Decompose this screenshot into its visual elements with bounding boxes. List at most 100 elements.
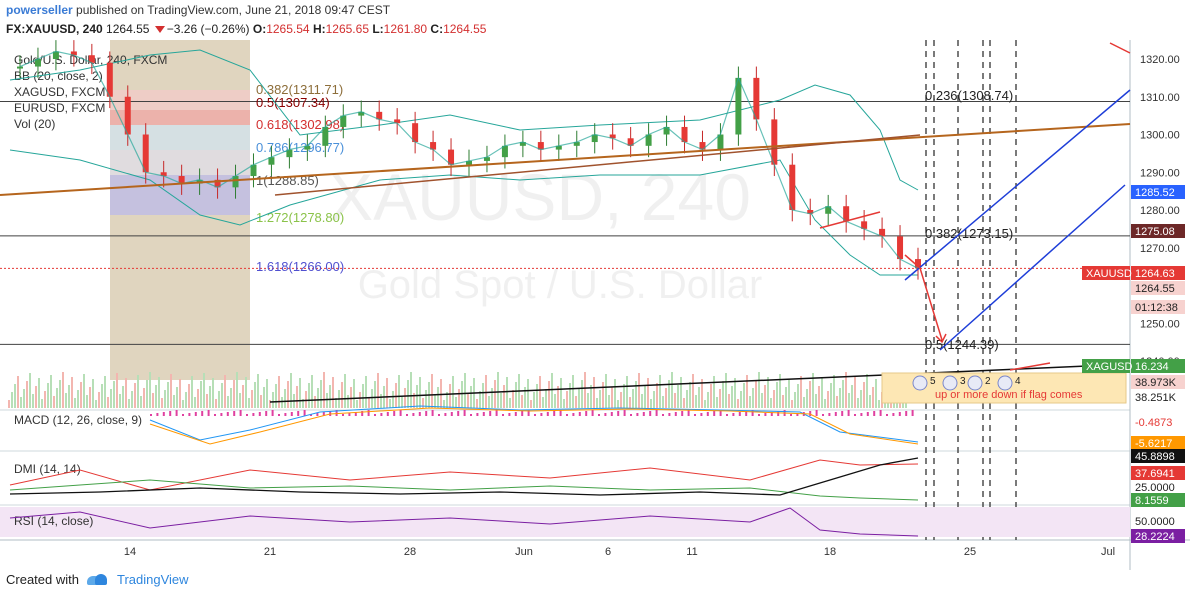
event-flag-icon xyxy=(942,375,958,391)
volume-bar xyxy=(833,375,835,408)
macd-histogram-bar xyxy=(418,412,421,416)
macd-histogram-bar xyxy=(604,413,607,416)
candle-body xyxy=(555,145,562,150)
candle-body xyxy=(843,206,850,222)
volume-bar xyxy=(626,376,628,408)
macd-histogram-bar xyxy=(220,413,223,416)
bollinger-upper xyxy=(9,49,919,191)
macd-histogram-bar xyxy=(316,413,319,416)
macd-histogram-bar xyxy=(514,412,517,416)
trend-line-channel xyxy=(274,134,921,196)
rsi-badge xyxy=(1131,529,1185,543)
candle-body xyxy=(304,145,311,150)
candle-body xyxy=(52,51,59,59)
macd-histogram-bar xyxy=(559,410,562,416)
volume-bar xyxy=(311,375,313,408)
dmi-badge-text: 8.1559 xyxy=(1135,495,1169,507)
volume-bar xyxy=(800,376,802,408)
candle-body xyxy=(286,149,293,158)
price-tick: 1320.00 xyxy=(1140,54,1180,66)
candle-body xyxy=(717,134,724,150)
macd-histogram-bar xyxy=(527,410,530,416)
volume-bar xyxy=(773,390,775,408)
volume-bar xyxy=(314,396,316,408)
volume-bar xyxy=(758,372,760,408)
volume-bar xyxy=(818,386,820,408)
macd-histogram-bar xyxy=(854,414,856,416)
high-value: 1265.65 xyxy=(325,22,369,36)
open-label: O: xyxy=(252,22,267,36)
volume-bar xyxy=(545,389,547,408)
candle-body xyxy=(681,126,688,143)
macd-histogram-bar xyxy=(489,411,492,416)
volume-bar xyxy=(647,378,649,408)
volume-bar xyxy=(500,393,502,408)
macd-histogram-bar xyxy=(726,414,728,416)
volume-bar xyxy=(80,382,82,408)
volume-bar xyxy=(194,397,196,408)
volume-bar xyxy=(755,380,757,408)
candle-body xyxy=(430,142,437,150)
volume-bar xyxy=(413,393,415,408)
macd-histogram-bar xyxy=(322,412,325,416)
time-tick: 6 xyxy=(605,546,611,558)
macd-histogram-bar xyxy=(271,410,274,416)
volume-bar xyxy=(59,380,61,408)
volume-bar xyxy=(437,387,439,408)
volume-bar xyxy=(782,395,784,408)
fib-level-label: 0.5(1307.34) xyxy=(256,95,330,110)
chart-canvas[interactable]: XAUUSD, 240 Gold Spot / U.S. Dollar 0.382(… xyxy=(0,40,1190,570)
macd-histogram-bar xyxy=(495,410,498,416)
volume-bar xyxy=(164,390,166,408)
volume-bar xyxy=(47,383,49,408)
volume-bar xyxy=(836,396,838,408)
rsi-legend: RSI (14, close) xyxy=(14,514,93,528)
volume-bar xyxy=(128,399,130,408)
volume-bar xyxy=(353,379,355,408)
symbol-label: FX:XAUUSD, 240 xyxy=(6,22,103,36)
volume-bar xyxy=(857,398,859,408)
volume-bar xyxy=(50,375,52,408)
candle-body xyxy=(88,55,95,63)
volume-bar xyxy=(689,382,691,408)
volume-bar xyxy=(548,381,550,408)
macd-histogram-bar xyxy=(758,414,760,416)
volume-bar xyxy=(611,387,613,408)
volume-bar xyxy=(377,373,379,408)
volume-bar xyxy=(8,400,10,408)
volume-bar xyxy=(536,384,538,408)
price-tick: 1310.00 xyxy=(1140,92,1180,104)
macd-histogram-bar xyxy=(905,411,908,416)
candle-body xyxy=(735,77,742,135)
volume-bar xyxy=(137,375,139,408)
volume-bar xyxy=(875,379,877,408)
volume-bar xyxy=(443,400,445,408)
macd-histogram-bar xyxy=(668,413,671,416)
macd-histogram-bar xyxy=(770,412,773,416)
volume-bar xyxy=(299,378,301,408)
projection-arrow xyxy=(904,254,943,341)
candle-body xyxy=(160,172,167,177)
dmi-badge-text: 37.6941 xyxy=(1135,468,1175,480)
macd-histogram-bar xyxy=(911,410,914,416)
volume-bar xyxy=(527,379,529,408)
author-link[interactable]: powerseller xyxy=(6,3,73,17)
volume-bar xyxy=(305,391,307,408)
macd-histogram-bar xyxy=(521,411,524,416)
legend-item: Vol (20) xyxy=(14,117,55,131)
candle-body xyxy=(537,142,544,150)
macd-histogram-bar xyxy=(713,411,716,416)
last-price: 1264.55 xyxy=(106,22,150,36)
volume-bar xyxy=(779,374,781,408)
tradingview-link[interactable]: TradingView xyxy=(116,572,189,587)
volume-bar xyxy=(839,388,841,408)
price-badge-text: 38.251K xyxy=(1135,392,1177,404)
macd-histogram-bar xyxy=(156,413,159,416)
macd-histogram-bar xyxy=(598,414,600,416)
volume-bar xyxy=(92,379,94,408)
macd-histogram-bar xyxy=(540,413,543,416)
volume-bar xyxy=(62,372,64,408)
volume-bar xyxy=(38,378,40,408)
candle-body xyxy=(627,138,634,146)
candle-body xyxy=(394,119,401,124)
